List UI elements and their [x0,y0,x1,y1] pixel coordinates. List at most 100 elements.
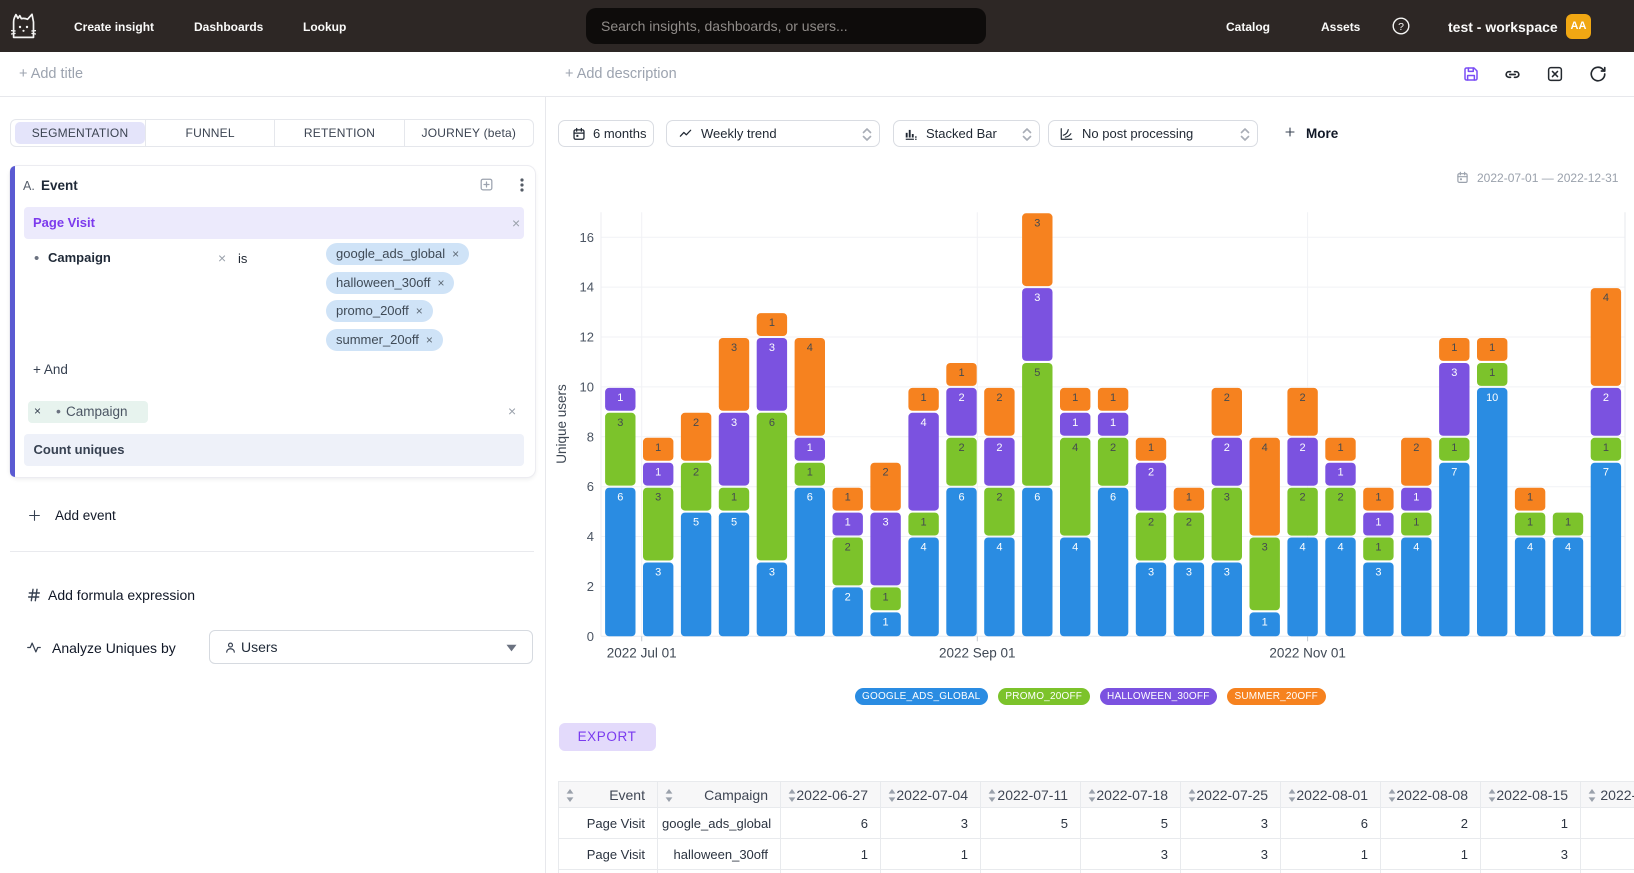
svg-text:4: 4 [1072,542,1078,554]
svg-text:1: 1 [1072,417,1078,429]
svg-text:2: 2 [1337,492,1343,504]
svg-text:1: 1 [1451,342,1457,354]
svg-text:1: 1 [1489,342,1495,354]
svg-text:2: 2 [1300,392,1306,404]
svg-text:6: 6 [1034,492,1040,504]
svg-text:1: 1 [1375,517,1381,529]
svg-text:1: 1 [1337,442,1343,454]
svg-text:1: 1 [1148,442,1154,454]
svg-text:2: 2 [958,392,964,404]
svg-text:2: 2 [1413,442,1419,454]
svg-text:5: 5 [1034,367,1040,379]
svg-text:6: 6 [617,492,623,504]
svg-text:1: 1 [845,517,851,529]
svg-text:6: 6 [587,479,594,494]
svg-text:1: 1 [1527,492,1533,504]
svg-text:1: 1 [1262,616,1268,628]
svg-text:4: 4 [921,417,927,429]
svg-text:1: 1 [1603,442,1609,454]
svg-text:4: 4 [1072,442,1078,454]
svg-text:2: 2 [996,392,1002,404]
svg-text:1: 1 [1375,542,1381,554]
svg-text:2: 2 [1224,392,1230,404]
svg-text:4: 4 [1262,442,1268,454]
svg-text:4: 4 [996,542,1002,554]
svg-text:3: 3 [1224,492,1230,504]
svg-text:2: 2 [693,467,699,479]
svg-text:4: 4 [1565,542,1571,554]
svg-text:3: 3 [769,342,775,354]
svg-text:8: 8 [587,429,594,444]
svg-text:2: 2 [1148,467,1154,479]
svg-text:1: 1 [1072,392,1078,404]
svg-text:4: 4 [1413,542,1419,554]
svg-text:2: 2 [958,442,964,454]
svg-text:3: 3 [1034,292,1040,304]
svg-text:2: 2 [1300,492,1306,504]
svg-text:3: 3 [655,567,661,579]
svg-text:2: 2 [1224,442,1230,454]
svg-text:1: 1 [617,392,623,404]
svg-text:6: 6 [769,417,775,429]
svg-text:4: 4 [587,529,594,544]
svg-text:1: 1 [921,392,927,404]
svg-text:5: 5 [693,517,699,529]
svg-text:4: 4 [807,342,813,354]
svg-text:1: 1 [1451,442,1457,454]
svg-text:3: 3 [1224,567,1230,579]
svg-text:1: 1 [807,442,813,454]
svg-text:2: 2 [845,542,851,554]
svg-text:1: 1 [921,517,927,529]
svg-text:2022 Sep 01: 2022 Sep 01 [939,645,1016,660]
svg-text:3: 3 [1034,217,1040,229]
svg-text:16: 16 [580,230,594,245]
svg-text:6: 6 [958,492,964,504]
svg-text:3: 3 [883,517,889,529]
svg-text:1: 1 [845,492,851,504]
svg-text:?: ? [1398,21,1404,33]
svg-text:2022 Nov 01: 2022 Nov 01 [1269,645,1346,660]
svg-text:2: 2 [1300,442,1306,454]
svg-text:4: 4 [921,542,927,554]
svg-text:0: 0 [587,629,594,644]
svg-text:4: 4 [1603,292,1609,304]
svg-text:1: 1 [769,317,775,329]
svg-text:2: 2 [845,591,851,603]
svg-text:1: 1 [1375,492,1381,504]
svg-text:14: 14 [580,280,594,295]
svg-text:1: 1 [1110,392,1116,404]
svg-text:2: 2 [1148,517,1154,529]
svg-text:2: 2 [996,492,1002,504]
svg-text:10: 10 [580,379,594,394]
svg-text:3: 3 [655,492,661,504]
svg-text:1: 1 [883,616,889,628]
svg-text:1: 1 [655,467,661,479]
svg-text:1: 1 [958,367,964,379]
svg-text:3: 3 [1375,567,1381,579]
svg-text:7: 7 [1451,467,1457,479]
svg-text:10: 10 [1486,392,1498,404]
svg-text:1: 1 [655,442,661,454]
svg-text:6: 6 [807,492,813,504]
svg-text:1: 1 [1186,492,1192,504]
svg-text:3: 3 [731,417,737,429]
svg-text:3: 3 [769,567,775,579]
svg-text:2: 2 [1186,517,1192,529]
svg-text:3: 3 [617,417,623,429]
svg-text:3: 3 [1186,567,1192,579]
svg-text:6: 6 [1110,492,1116,504]
svg-text:2: 2 [883,467,889,479]
svg-text:2: 2 [1110,442,1116,454]
svg-text:1: 1 [1565,517,1571,529]
svg-text:1: 1 [1110,417,1116,429]
svg-text:3: 3 [1148,567,1154,579]
svg-text:2022 Jul 01: 2022 Jul 01 [607,645,677,660]
svg-text:5: 5 [731,517,737,529]
svg-text:Unique users: Unique users [554,384,569,464]
svg-text:3: 3 [1262,542,1268,554]
svg-text:1: 1 [807,467,813,479]
svg-text:7: 7 [1603,467,1609,479]
svg-text:12: 12 [580,330,594,345]
svg-text:2: 2 [996,442,1002,454]
svg-text:1: 1 [1489,367,1495,379]
